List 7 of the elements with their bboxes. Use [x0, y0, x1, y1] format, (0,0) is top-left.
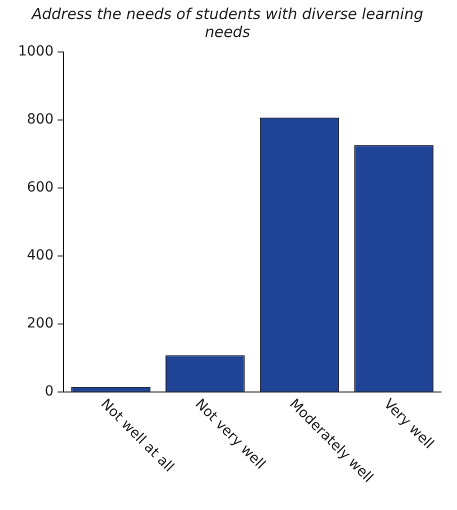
y-tick-label: 600 — [26, 180, 54, 196]
y-tick-label: 800 — [26, 112, 54, 128]
y-tick-label: 200 — [26, 316, 54, 332]
y-tick-label: 400 — [26, 248, 54, 264]
chart-title: Address the needs of students with diverse learning needs — [30, 4, 424, 41]
y-tick-label: 0 — [44, 384, 54, 400]
y-tick-label: 1000 — [18, 44, 54, 60]
